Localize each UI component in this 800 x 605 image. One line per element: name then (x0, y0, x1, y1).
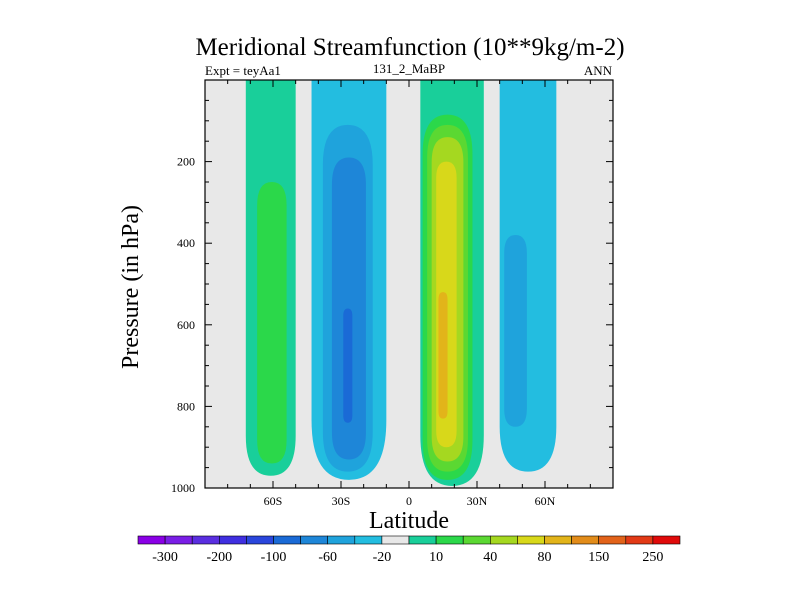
colorbar-swatch (219, 535, 247, 545)
experiment-label: Expt = teyAa1 (205, 63, 281, 78)
colorbar-swatch (273, 535, 301, 545)
colorbar-swatch (408, 535, 437, 545)
y-tick-label: 600 (177, 318, 195, 332)
colorbar-swatch (137, 535, 166, 545)
southern-negative-core (343, 308, 353, 423)
y-axis-label: Pressure (in hPa) (118, 205, 144, 369)
colorbar-swatch (517, 535, 545, 545)
y-tick-label: 1000 (171, 481, 195, 495)
colorbar-swatch (246, 535, 274, 545)
y-tick-label: 200 (177, 155, 195, 169)
colorbar-label: -100 (261, 550, 287, 565)
time-label: 131_2_MaBP (373, 61, 445, 76)
x-tick-label: 30N (467, 494, 488, 508)
colorbar-swatch (462, 535, 491, 545)
northern-negative-core (504, 235, 527, 427)
southern-negative-cell-inner (331, 157, 366, 460)
x-tick-label: 0 (406, 494, 412, 508)
y-tick-label: 800 (177, 399, 195, 413)
colorbar-label: -200 (206, 550, 232, 565)
chart-title: Meridional Streamfunction (10**9kg/m-2) (195, 34, 624, 61)
colorbar-swatch (354, 535, 383, 545)
colorbar-swatch (191, 535, 220, 545)
colorbar-swatch (571, 535, 599, 545)
colorbar: -300 -200 -100 -60 -20 10 40 80 150 250 (137, 535, 681, 565)
y-tick-label: 400 (177, 236, 195, 250)
colorbar-label: -300 (152, 550, 178, 565)
colorbar-swatch (625, 535, 654, 545)
colorbar-swatch (435, 535, 464, 545)
season-label: ANN (584, 63, 613, 78)
southern-positive-core (257, 182, 287, 464)
x-tick-label: 60N (535, 494, 556, 508)
colorbar-swatch (381, 535, 410, 545)
colorbar-label: 250 (642, 550, 663, 565)
colorbar-swatch (544, 535, 572, 545)
colorbar-swatch (489, 535, 518, 545)
colorbar-label: 10 (429, 550, 443, 565)
colorbar-label: 80 (538, 550, 552, 565)
x-axis-label: Latitude (369, 508, 449, 534)
x-axis: 60S 30S 0 30N 60N (204, 80, 614, 508)
colorbar-swatch (300, 535, 329, 545)
colorbar-label: -60 (318, 550, 337, 565)
y-axis: 200 400 600 800 1000 (171, 99, 613, 495)
colorbar-label: 40 (483, 550, 497, 565)
northern-positive-core (438, 292, 448, 419)
colorbar-swatch (164, 535, 193, 545)
colorbar-swatch (598, 535, 627, 545)
colorbar-label: 150 (588, 550, 609, 565)
x-tick-label: 30S (332, 494, 351, 508)
colorbar-label: -20 (373, 550, 392, 565)
colorbar-swatch (327, 535, 356, 545)
x-tick-label: 60S (264, 494, 283, 508)
contour-fills (245, 80, 557, 486)
colorbar-swatch (652, 535, 681, 545)
